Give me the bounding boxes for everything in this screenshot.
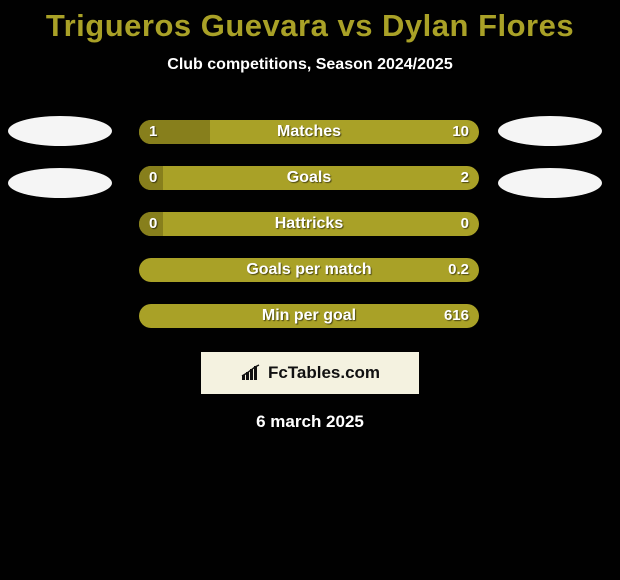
stat-bar-track: 616Min per goal — [139, 304, 479, 328]
stat-value-left: 0 — [149, 212, 157, 236]
stat-label: Goals — [139, 166, 479, 190]
player-left-ellipse — [8, 168, 112, 198]
stat-bar-track: 110Matches — [139, 120, 479, 144]
subtitle: Club competitions, Season 2024/2025 — [0, 56, 620, 74]
stat-value-right: 2 — [461, 166, 469, 190]
player-right-ellipse — [498, 168, 602, 198]
stat-value-left: 0 — [149, 166, 157, 190]
stat-bar-track: 0 0Hattricks — [139, 212, 479, 236]
page-title: Trigueros Guevara vs Dylan Flores — [0, 0, 620, 44]
stat-row: 0.2Goals per match — [0, 246, 620, 292]
stats-container: 110Matches02Goals00Hattricks0.2Goals per… — [0, 108, 620, 338]
comparison-canvas: Trigueros Guevara vs Dylan Flores Club c… — [0, 0, 620, 580]
stat-label: Goals per match — [139, 258, 479, 282]
stat-label: Min per goal — [139, 304, 479, 328]
stat-row: 110Matches — [0, 108, 620, 154]
stat-value-right: 10 — [452, 120, 469, 144]
stat-value-right: 0 — [461, 212, 469, 236]
brand-box: FcTables.com — [201, 352, 419, 394]
player-left-ellipse — [8, 116, 112, 146]
brand-text: FcTables.com — [268, 363, 380, 383]
stat-bar-track: 0 2Goals — [139, 166, 479, 190]
stat-value-right: 616 — [444, 304, 469, 328]
stat-label: Hattricks — [139, 212, 479, 236]
date-text: 6 march 2025 — [0, 412, 620, 432]
stat-value-left: 1 — [149, 120, 157, 144]
stat-row: 0 2Goals — [0, 154, 620, 200]
stat-row: 616Min per goal — [0, 292, 620, 338]
player-right-ellipse — [498, 116, 602, 146]
stat-value-right: 0.2 — [448, 258, 469, 282]
stat-row: 0 0Hattricks — [0, 200, 620, 246]
stat-bar-track: 0.2Goals per match — [139, 258, 479, 282]
barchart-icon — [240, 364, 262, 382]
